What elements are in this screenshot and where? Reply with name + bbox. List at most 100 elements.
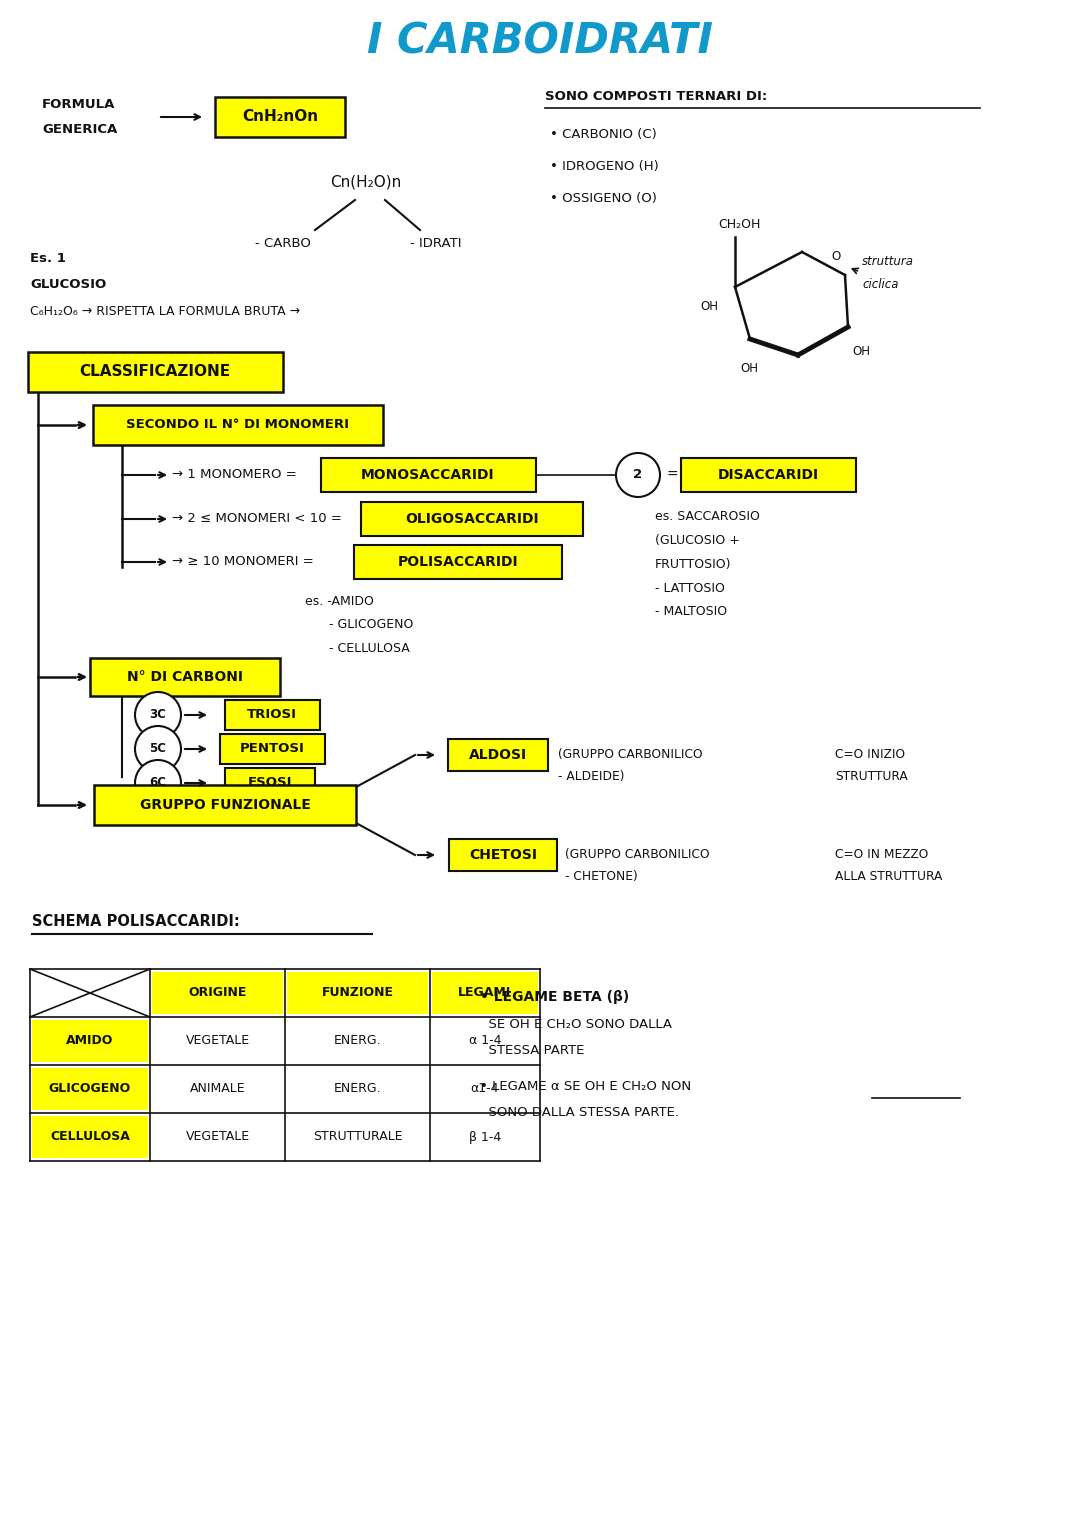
Text: SONO DALLA STESSA PARTE.: SONO DALLA STESSA PARTE. [480, 1106, 679, 1118]
FancyBboxPatch shape [448, 739, 548, 771]
FancyBboxPatch shape [680, 458, 855, 492]
Text: α1-4: α1-4 [471, 1083, 499, 1095]
Text: N° DI CARBONI: N° DI CARBONI [127, 670, 243, 684]
Text: (GLUCOSIO +: (GLUCOSIO + [654, 534, 740, 548]
Text: α 1-4: α 1-4 [469, 1034, 501, 1048]
Text: C=O IN MEZZO: C=O IN MEZZO [835, 849, 929, 861]
FancyBboxPatch shape [27, 353, 283, 392]
Text: DISACCARIDI: DISACCARIDI [717, 467, 819, 483]
FancyBboxPatch shape [287, 973, 428, 1014]
Text: AMIDO: AMIDO [66, 1034, 113, 1048]
Text: OH: OH [700, 301, 718, 313]
Text: GENERICA: GENERICA [42, 124, 118, 136]
FancyBboxPatch shape [32, 1020, 148, 1061]
Text: ALDOSI: ALDOSI [469, 748, 527, 762]
Text: LEGAMI: LEGAMI [458, 986, 512, 1000]
Text: → 1 MONOMERO =: → 1 MONOMERO = [172, 469, 301, 481]
Circle shape [135, 760, 181, 806]
Text: (GRUPPO CARBONILICO: (GRUPPO CARBONILICO [565, 849, 710, 861]
Text: PENTOSI: PENTOSI [240, 742, 305, 756]
Text: ORIGINE: ORIGINE [188, 986, 246, 1000]
Text: - CELLULOSA: - CELLULOSA [305, 641, 409, 655]
Circle shape [135, 692, 181, 738]
Text: ENERG.: ENERG. [334, 1083, 381, 1095]
Text: STRUTTURA: STRUTTURA [835, 771, 908, 783]
FancyBboxPatch shape [321, 458, 536, 492]
Text: SE OH E CH₂O SONO DALLA: SE OH E CH₂O SONO DALLA [480, 1019, 672, 1032]
FancyBboxPatch shape [449, 838, 557, 870]
Text: - LATTOSIO: - LATTOSIO [654, 582, 725, 596]
Text: OH: OH [740, 362, 758, 376]
Text: CnH₂nOn: CnH₂nOn [242, 110, 319, 125]
Text: TRIOSI: TRIOSI [247, 709, 297, 721]
Text: Cn(H₂O)n: Cn(H₂O)n [330, 174, 402, 189]
Text: • OSSIGENO (O): • OSSIGENO (O) [550, 192, 657, 206]
Text: SCHEMA POLISACCARIDI:: SCHEMA POLISACCARIDI: [32, 915, 240, 930]
Text: POLISACCARIDI: POLISACCARIDI [397, 554, 518, 570]
Text: CH₂OH: CH₂OH [718, 218, 760, 232]
FancyBboxPatch shape [432, 973, 538, 1014]
FancyBboxPatch shape [152, 973, 283, 1014]
FancyBboxPatch shape [32, 1067, 148, 1110]
Text: STRUTTURALE: STRUTTURALE [313, 1130, 403, 1144]
Text: STESSA PARTE: STESSA PARTE [480, 1043, 584, 1057]
Text: ciclica: ciclica [862, 278, 899, 292]
Text: - IDRATI: - IDRATI [410, 238, 461, 250]
Text: SECONDO IL N° DI MONOMERI: SECONDO IL N° DI MONOMERI [126, 418, 350, 432]
Text: O: O [832, 250, 840, 264]
Text: FUNZIONE: FUNZIONE [322, 986, 393, 1000]
Text: β 1-4: β 1-4 [469, 1130, 501, 1144]
FancyBboxPatch shape [361, 502, 583, 536]
Text: GLICOGENO: GLICOGENO [49, 1083, 131, 1095]
Text: → 2 ≤ MONOMERI < 10 =: → 2 ≤ MONOMERI < 10 = [172, 513, 346, 525]
Text: - MALTOSIO: - MALTOSIO [654, 606, 727, 618]
FancyBboxPatch shape [219, 734, 324, 764]
Text: 6C: 6C [149, 777, 166, 789]
Text: 2: 2 [634, 469, 643, 481]
Text: (GRUPPO CARBONILICO: (GRUPPO CARBONILICO [558, 748, 703, 762]
Text: • LEGAME BETA (β): • LEGAME BETA (β) [480, 989, 630, 1003]
Text: ANIMALE: ANIMALE [190, 1083, 245, 1095]
FancyBboxPatch shape [215, 98, 345, 137]
Text: • LEGAME α SE OH E CH₂O NON: • LEGAME α SE OH E CH₂O NON [480, 1081, 691, 1093]
Text: GLUCOSIO: GLUCOSIO [30, 278, 106, 292]
Text: 5C: 5C [149, 742, 166, 756]
Text: OH: OH [852, 345, 870, 359]
Text: 3C: 3C [149, 709, 166, 721]
Text: I CARBOIDRATI: I CARBOIDRATI [367, 21, 713, 63]
FancyBboxPatch shape [225, 768, 315, 799]
FancyBboxPatch shape [225, 699, 320, 730]
Text: CHETOSI: CHETOSI [469, 847, 537, 863]
Text: ALLA STRUTTURA: ALLA STRUTTURA [835, 870, 943, 884]
Text: VEGETALE: VEGETALE [186, 1034, 249, 1048]
Text: ENERG.: ENERG. [334, 1034, 381, 1048]
Text: SONO COMPOSTI TERNARI DI:: SONO COMPOSTI TERNARI DI: [545, 90, 767, 104]
Text: CELLULOSA: CELLULOSA [50, 1130, 130, 1144]
FancyBboxPatch shape [93, 405, 383, 444]
Text: MONOSACCARIDI: MONOSACCARIDI [361, 467, 495, 483]
Circle shape [135, 725, 181, 773]
Text: C₆H₁₂O₆ → RISPETTA LA FORMULA BRUTA →: C₆H₁₂O₆ → RISPETTA LA FORMULA BRUTA → [30, 305, 300, 319]
Text: - GLICOGENO: - GLICOGENO [305, 618, 414, 632]
Text: ESOSI: ESOSI [247, 777, 293, 789]
Text: CLASSIFICAZIONE: CLASSIFICAZIONE [80, 365, 230, 380]
Text: FORMULA: FORMULA [42, 99, 116, 111]
Text: struttura: struttura [862, 255, 914, 269]
Text: C=O INIZIO: C=O INIZIO [835, 748, 905, 762]
Text: • CARBONIO (C): • CARBONIO (C) [550, 128, 657, 142]
Text: es. -AMIDO: es. -AMIDO [305, 596, 374, 608]
Text: - CARBO: - CARBO [255, 238, 311, 250]
FancyBboxPatch shape [32, 1116, 148, 1157]
Text: Es. 1: Es. 1 [30, 252, 66, 266]
Text: - CHETONE): - CHETONE) [565, 870, 638, 884]
FancyBboxPatch shape [90, 658, 280, 696]
Text: FRUTTOSIO): FRUTTOSIO) [654, 559, 731, 571]
Text: =: = [667, 467, 678, 483]
Text: → ≥ 10 MONOMERI =: → ≥ 10 MONOMERI = [172, 556, 318, 568]
Text: VEGETALE: VEGETALE [186, 1130, 249, 1144]
Text: • IDROGENO (H): • IDROGENO (H) [550, 160, 659, 174]
Text: - ALDEIDE): - ALDEIDE) [558, 771, 624, 783]
FancyBboxPatch shape [94, 785, 356, 825]
Text: GRUPPO FUNZIONALE: GRUPPO FUNZIONALE [139, 799, 310, 812]
FancyBboxPatch shape [354, 545, 562, 579]
